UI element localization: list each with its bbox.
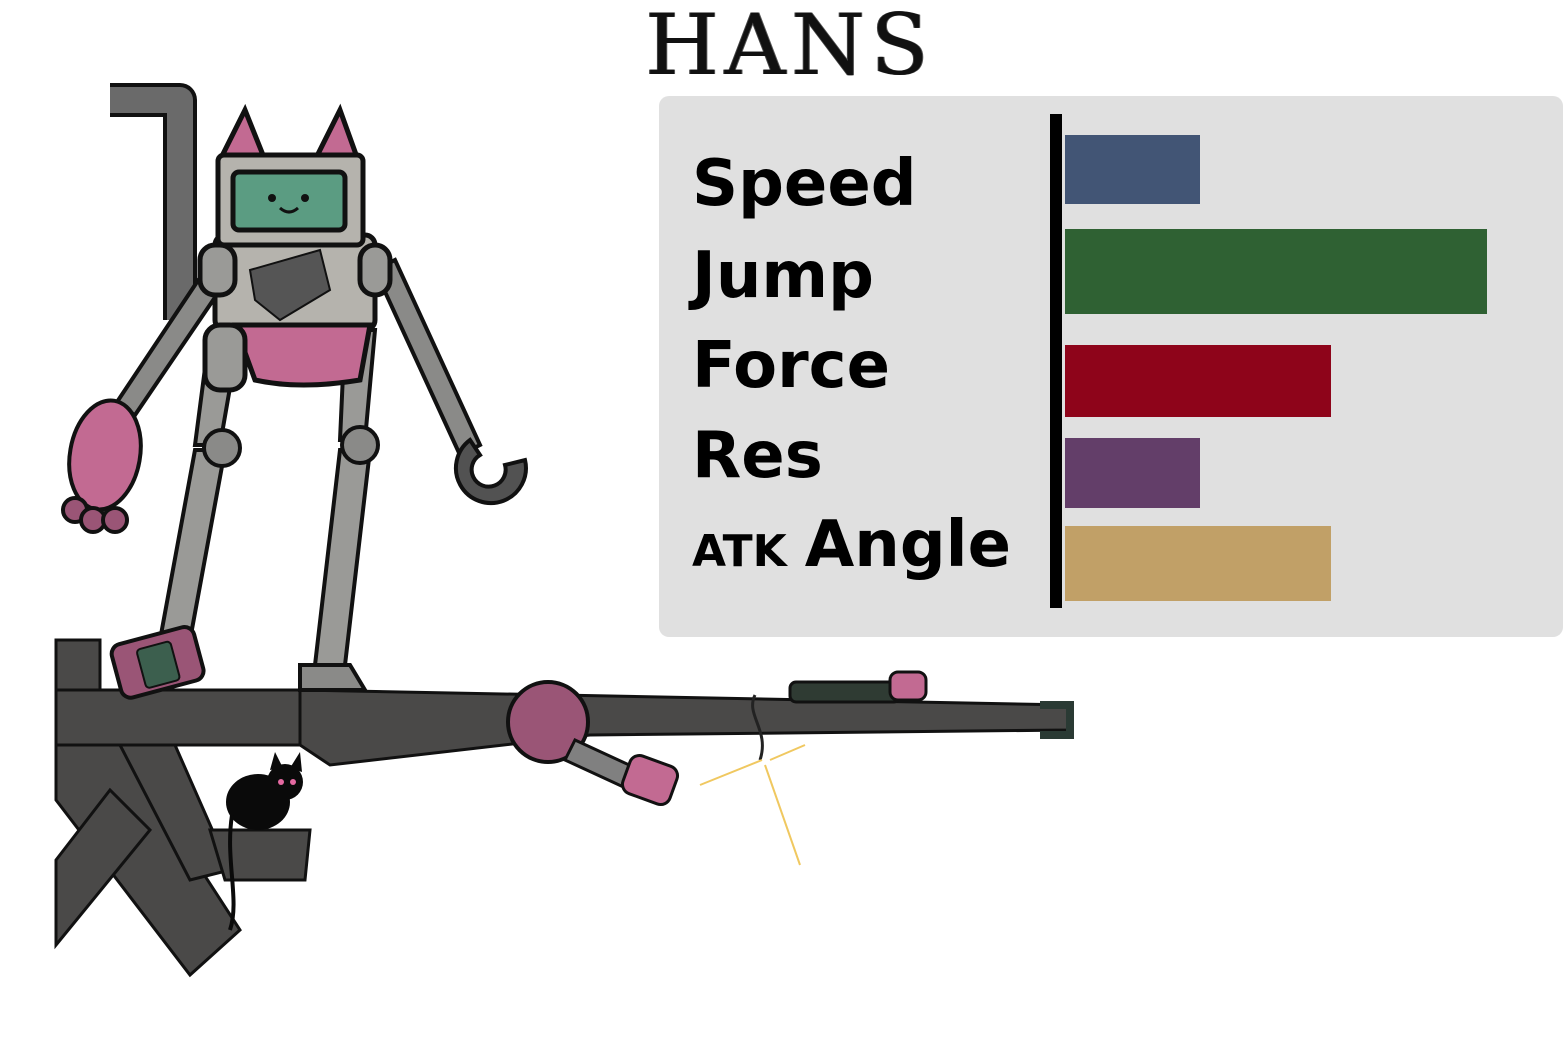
stat-label-res: Res	[692, 421, 823, 491]
beam-joint	[506, 680, 590, 764]
bar-axis-line	[1050, 114, 1062, 608]
stat-bar-jump	[1065, 229, 1487, 314]
stat-label-atk-angle-text: Angle	[804, 508, 1011, 582]
black-cat	[226, 752, 303, 931]
metal-beam-structure	[54, 638, 1072, 978]
stat-bar-force	[1065, 345, 1331, 417]
stat-label-jump-text: Jump	[692, 239, 874, 313]
robot-cat-character-illustration	[54, 83, 1074, 978]
stat-label-res-text: Res	[692, 419, 823, 493]
stat-bar-atk-angle	[1065, 526, 1331, 601]
claw-end	[1040, 701, 1074, 739]
stat-label-force: Force	[692, 331, 890, 401]
stat-label-speed-text: Speed	[692, 147, 917, 221]
stat-label-speed: Speed	[692, 149, 917, 219]
stat-bar-speed	[1065, 135, 1200, 204]
stat-label-atk-prefix: ATK	[692, 526, 787, 577]
stat-label-atk-angle: ATK Angle	[692, 510, 1011, 587]
stat-label-jump: Jump	[692, 241, 874, 311]
stat-label-force-text: Force	[692, 329, 890, 403]
stats-panel: Speed Jump Force Res ATK Angle	[659, 96, 1563, 637]
character-name-title: HANS	[645, 0, 935, 94]
stat-bar-res	[1065, 438, 1200, 508]
